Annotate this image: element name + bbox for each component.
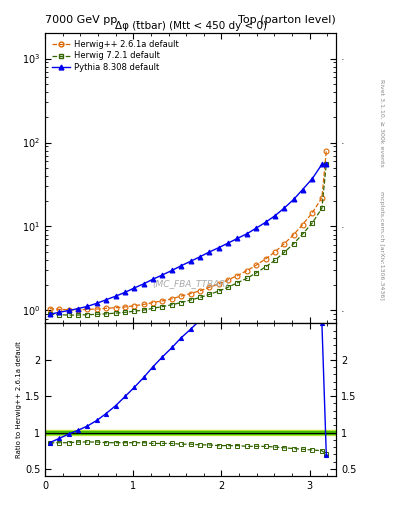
Text: Top (parton level): Top (parton level): [238, 14, 336, 25]
Text: (MC_FBA_TTBAR): (MC_FBA_TTBAR): [152, 280, 229, 289]
Y-axis label: Ratio to Herwig++ 2.6.1a default: Ratio to Herwig++ 2.6.1a default: [16, 342, 22, 458]
Text: Rivet 3.1.10, ≥ 300k events: Rivet 3.1.10, ≥ 300k events: [380, 79, 384, 167]
Text: mcplots.cern.ch [arXiv:1306.3436]: mcplots.cern.ch [arXiv:1306.3436]: [380, 191, 384, 300]
Title: Δφ (t̄tbar) (Mtt < 450 dy < 0): Δφ (t̄tbar) (Mtt < 450 dy < 0): [115, 21, 266, 31]
Text: 7000 GeV pp: 7000 GeV pp: [45, 14, 118, 25]
Legend: Herwig++ 2.6.1a default, Herwig 7.2.1 default, Pythia 8.308 default: Herwig++ 2.6.1a default, Herwig 7.2.1 de…: [50, 37, 181, 74]
